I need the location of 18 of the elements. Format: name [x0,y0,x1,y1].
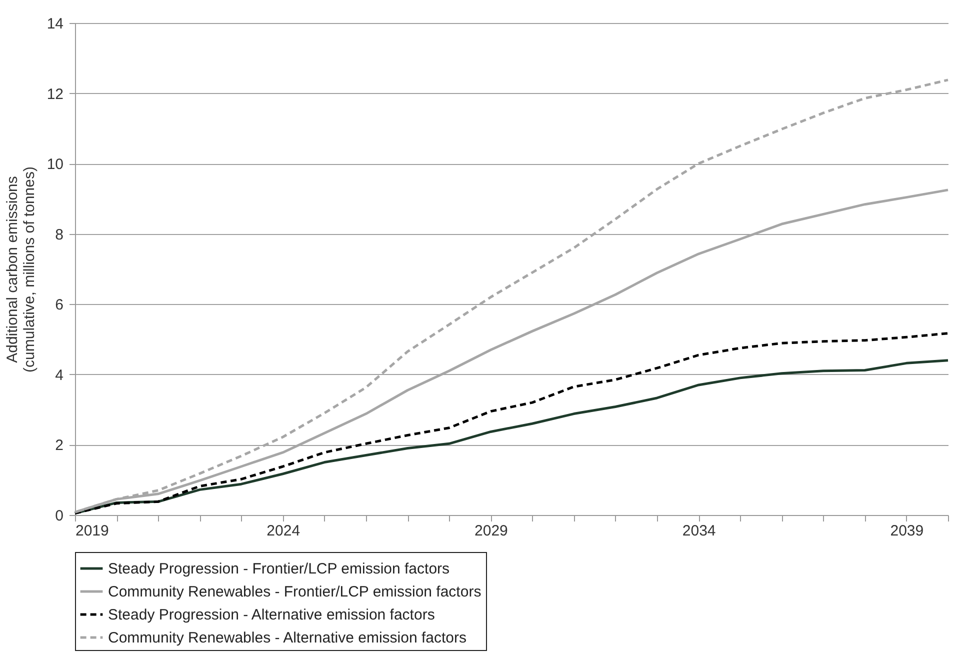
y-tick-label: 6 [55,296,64,314]
x-tick-label: 2019 [76,522,109,540]
x-tick-label: 2024 [266,522,300,540]
x-tick-label: 2029 [474,522,508,540]
y-tick-label: 2 [55,437,64,454]
legend-label: Community Renewables - Alternative emission factors [108,630,466,646]
y-tick-label: 4 [55,366,64,384]
y-tick-label: 14 [46,16,64,32]
x-tick-label: 2039 [890,522,924,540]
y-tick-label: 10 [46,156,64,174]
legend-label: Steady Progression - Alternative emission factors [108,606,435,624]
legend-label: Steady Progression - Frontier/LCP emission factors [108,560,450,578]
x-tick-label: 2034 [682,522,716,540]
y-tick-label: 12 [46,86,64,103]
y-tick-label: 8 [55,226,64,244]
y-tick-label: 0 [55,508,64,524]
legend-label: Community Renewables - Frontier/LCP emission factors [108,584,482,600]
y-axis-title: Additional carbon emissions (cumulative, millions of tonnes) [4,166,38,372]
